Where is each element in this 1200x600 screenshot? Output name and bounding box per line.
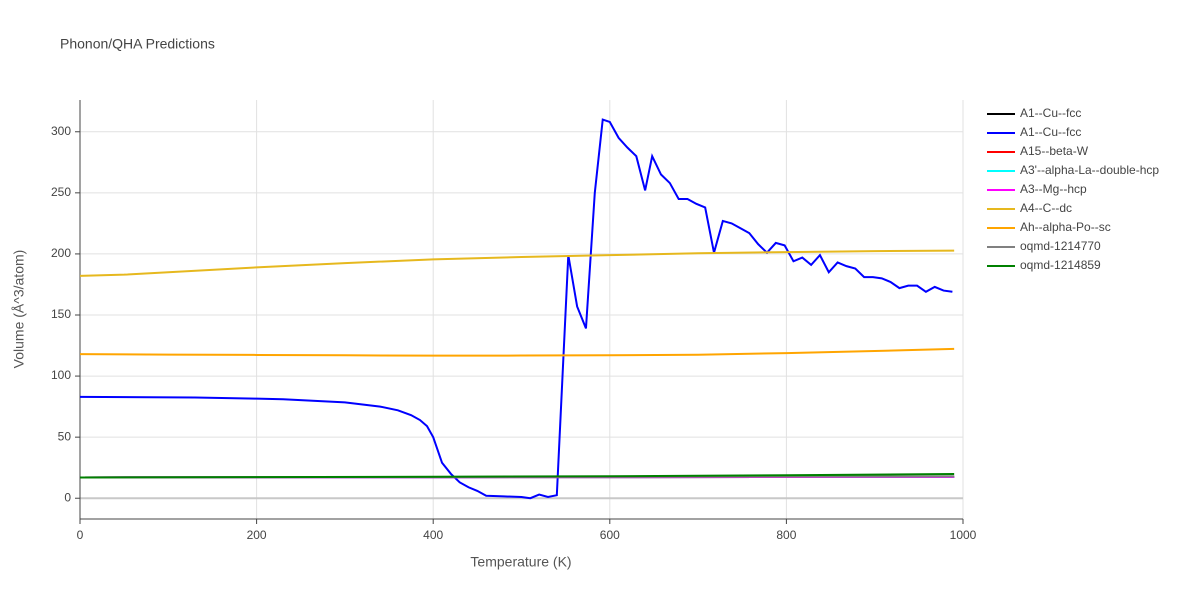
y-tick-label: 100 [51,368,71,382]
legend-label[interactable]: A15--beta-W [1020,144,1089,158]
legend-label[interactable]: A4--C--dc [1020,201,1072,215]
legend-label[interactable]: A3--Mg--hcp [1020,182,1087,196]
y-tick-label: 200 [51,246,71,260]
series-line [79,347,955,357]
series-line [79,118,953,500]
y-tick-label: 250 [51,185,71,199]
legend-label[interactable]: Ah--alpha-Po--sc [1020,220,1111,234]
x-tick-label: 1000 [950,528,977,542]
y-tick-label: 50 [58,429,72,443]
chart-title: Phonon/QHA Predictions [60,36,215,52]
x-tick-label: 600 [600,528,620,542]
y-tick-label: 150 [51,307,71,321]
legend-label[interactable]: A1--Cu--fcc [1020,125,1081,139]
y-tick-label: 0 [64,490,71,504]
legend-label[interactable]: oqmd-1214770 [1020,239,1101,253]
series-line [79,473,955,479]
x-tick-label: 800 [776,528,796,542]
y-axis-title: Volume (Å^3/atom) [11,250,27,369]
y-tick-label: 300 [51,124,71,138]
x-axis-title: Temperature (K) [470,554,571,570]
x-tick-label: 200 [247,528,267,542]
series-line [79,249,955,277]
legend-label[interactable]: A3'--alpha-La--double-hcp [1020,163,1159,177]
x-tick-label: 400 [423,528,443,542]
x-tick-label: 0 [77,528,84,542]
legend-label[interactable]: oqmd-1214859 [1020,258,1101,272]
legend-label[interactable]: A1--Cu--fcc [1020,106,1081,120]
